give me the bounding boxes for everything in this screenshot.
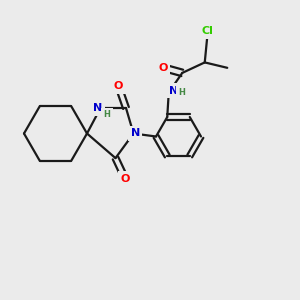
Text: O: O <box>158 62 167 73</box>
Text: N: N <box>94 103 103 113</box>
Text: H: H <box>104 110 110 119</box>
Text: N: N <box>169 86 178 96</box>
Text: N: N <box>131 128 140 139</box>
Text: O: O <box>114 81 123 92</box>
Text: Cl: Cl <box>201 26 213 36</box>
Text: O: O <box>120 173 130 184</box>
Text: H: H <box>178 88 185 97</box>
